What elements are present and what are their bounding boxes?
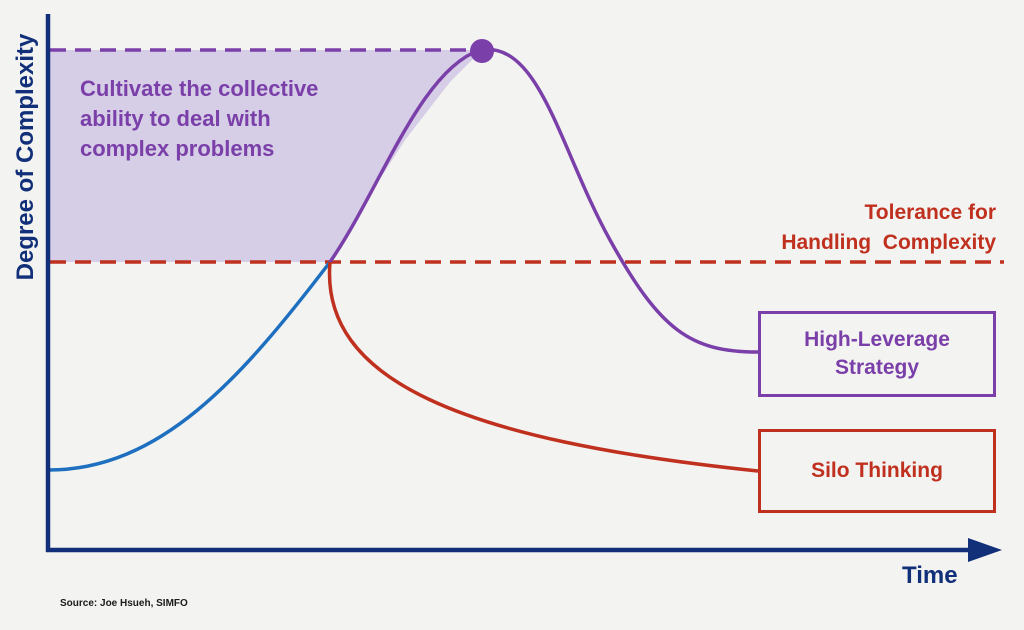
x-axis-arrowhead bbox=[968, 538, 1002, 562]
x-axis-label: Time bbox=[902, 562, 958, 589]
high-leverage-label-line1: High-Leverage bbox=[804, 328, 950, 351]
tolerance-label: Tolerance for Handling Complexity bbox=[660, 198, 996, 258]
high-leverage-label-line2: Strategy bbox=[834, 356, 920, 379]
silo-thinking-label: Silo Thinking bbox=[811, 459, 943, 482]
cultivate-region bbox=[48, 50, 482, 262]
tolerance-label-line1: Tolerance for bbox=[864, 201, 996, 224]
rising-complexity-curve bbox=[47, 260, 332, 472]
peak-marker bbox=[470, 39, 494, 63]
source-credit: Source: Joe Hsueh, SIMFO bbox=[60, 598, 188, 609]
high-leverage-strategy-box: High-Leverage Strategy bbox=[758, 311, 996, 397]
cultivate-annotation: Cultivate the collective ability to deal… bbox=[80, 76, 319, 161]
high-leverage-curve bbox=[328, 47, 759, 354]
y-axis-label: Degree of Complexity bbox=[12, 33, 39, 281]
silo-thinking-curve bbox=[327, 261, 759, 473]
silo-thinking-box: Silo Thinking bbox=[758, 429, 996, 513]
tolerance-label-line2: Handling Complexity bbox=[781, 231, 996, 254]
